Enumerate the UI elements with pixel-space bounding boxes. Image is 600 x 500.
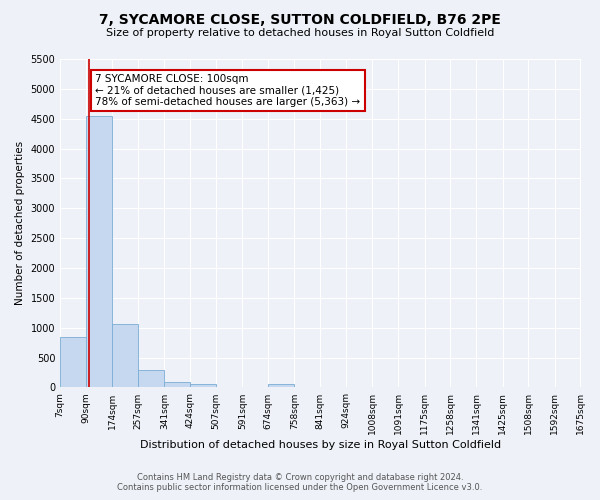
Text: Size of property relative to detached houses in Royal Sutton Coldfield: Size of property relative to detached ho… <box>106 28 494 38</box>
Bar <box>268 384 295 388</box>
Y-axis label: Number of detached properties: Number of detached properties <box>15 141 25 306</box>
Text: Contains HM Land Registry data © Crown copyright and database right 2024.
Contai: Contains HM Land Registry data © Crown c… <box>118 473 482 492</box>
X-axis label: Distribution of detached houses by size in Royal Sutton Coldfield: Distribution of detached houses by size … <box>140 440 501 450</box>
Bar <box>190 384 216 388</box>
Text: 7, SYCAMORE CLOSE, SUTTON COLDFIELD, B76 2PE: 7, SYCAMORE CLOSE, SUTTON COLDFIELD, B76… <box>99 12 501 26</box>
Text: 7 SYCAMORE CLOSE: 100sqm
← 21% of detached houses are smaller (1,425)
78% of sem: 7 SYCAMORE CLOSE: 100sqm ← 21% of detach… <box>95 74 361 107</box>
Bar <box>138 370 164 388</box>
Bar <box>112 324 138 388</box>
Bar <box>164 382 190 388</box>
Bar <box>60 336 86 388</box>
Bar <box>86 116 112 388</box>
